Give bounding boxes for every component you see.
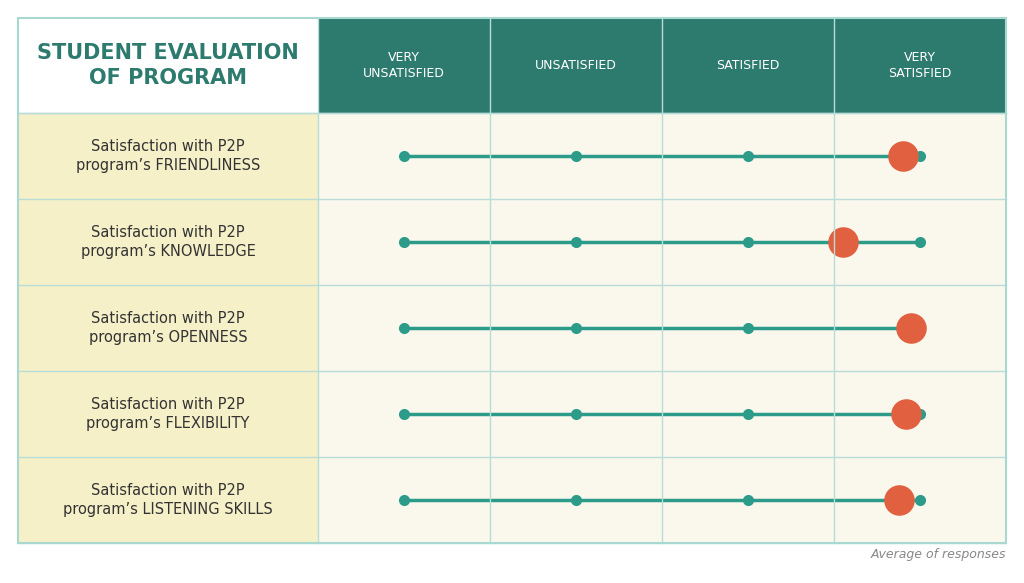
Bar — [18, 199, 318, 285]
Bar — [318, 457, 1006, 543]
Bar — [318, 371, 1006, 457]
Bar — [318, 199, 1006, 285]
Bar — [318, 113, 1006, 199]
Text: UNSATISFIED: UNSATISFIED — [536, 59, 616, 72]
Bar — [318, 18, 1006, 113]
Text: SATISFIED: SATISFIED — [717, 59, 779, 72]
Bar — [18, 457, 318, 543]
Bar — [18, 18, 318, 113]
Text: Average of responses: Average of responses — [870, 548, 1006, 561]
Text: Satisfaction with P2P
program’s OPENNESS: Satisfaction with P2P program’s OPENNESS — [89, 311, 248, 345]
Text: STUDENT EVALUATION
OF PROGRAM: STUDENT EVALUATION OF PROGRAM — [37, 43, 299, 88]
Text: Satisfaction with P2P
program’s FLEXIBILITY: Satisfaction with P2P program’s FLEXIBIL… — [86, 396, 250, 431]
Text: VERY
SATISFIED: VERY SATISFIED — [888, 51, 951, 80]
Bar — [18, 285, 318, 371]
Text: Satisfaction with P2P
program’s FRIENDLINESS: Satisfaction with P2P program’s FRIENDLI… — [76, 139, 260, 173]
Bar — [18, 113, 318, 199]
Text: Satisfaction with P2P
program’s KNOWLEDGE: Satisfaction with P2P program’s KNOWLEDG… — [81, 224, 255, 259]
Text: Satisfaction with P2P
program’s LISTENING SKILLS: Satisfaction with P2P program’s LISTENIN… — [63, 483, 272, 517]
Bar — [18, 371, 318, 457]
Bar — [318, 285, 1006, 371]
Text: VERY
UNSATISFIED: VERY UNSATISFIED — [364, 51, 445, 80]
